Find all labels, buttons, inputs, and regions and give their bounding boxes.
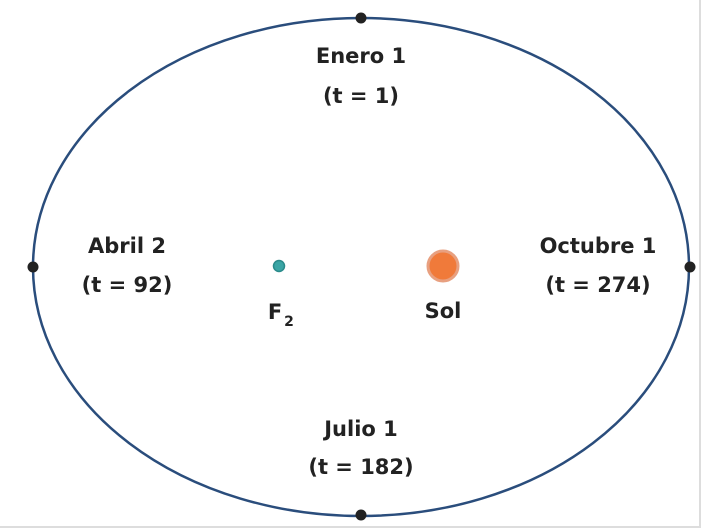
time-label: (t = 1) <box>323 84 399 108</box>
date-label: Abril 2 <box>88 234 166 258</box>
date-label: Enero 1 <box>316 44 406 68</box>
focus-f2 <box>272 259 286 273</box>
date-label: Octubre 1 <box>540 234 657 258</box>
time-label: (t = 274) <box>545 273 650 297</box>
time-label: (t = 92) <box>82 273 173 297</box>
date-label: Julio 1 <box>322 417 398 441</box>
orbit-point <box>27 261 39 273</box>
sun <box>426 249 460 283</box>
orbit-point <box>355 12 367 24</box>
orbit-point <box>684 261 696 273</box>
sun-label: Sol <box>425 299 462 323</box>
focus-label: F <box>268 300 282 324</box>
focus-subscript: 2 <box>284 314 294 330</box>
time-label: (t = 182) <box>308 455 413 479</box>
orbit-point <box>355 509 367 521</box>
